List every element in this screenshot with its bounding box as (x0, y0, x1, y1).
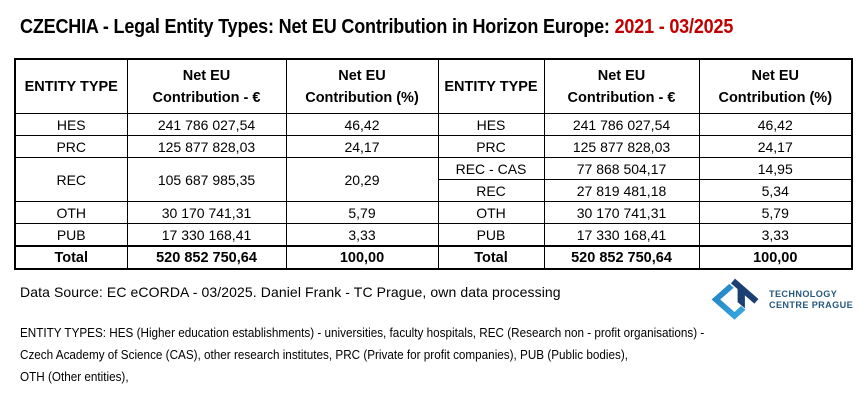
data-source-note: Data Source: EC eCORDA - 03/2025. Daniel… (20, 284, 561, 300)
cell-right-rec-cas-pct: 14,95 (698, 157, 853, 180)
cell-right-pub-eur: 17 330 168,41 (543, 223, 700, 247)
cell-right-total-pct: 100,00 (698, 245, 853, 270)
tc-prague-logo: TECHNOLOGY CENTRE PRAGUE (710, 277, 857, 323)
cell-right-rec-type: REC (437, 179, 545, 202)
cell-left-pub-type: PUB (14, 223, 128, 247)
logo-text-line1: TECHNOLOGY (769, 288, 838, 300)
header-eur-right: Net EU Contribution - € (543, 58, 700, 114)
cell-right-oth-pct: 5,79 (698, 201, 853, 224)
cell-right-prc-pct: 24,17 (698, 135, 853, 158)
cell-left-pub-eur: 17 330 168,41 (126, 223, 287, 247)
cell-right-hes-pct: 46,42 (698, 113, 853, 136)
table-row-oth: OTH 30 170 741,31 5,79 OTH 30 170 741,31… (14, 201, 853, 224)
header-eur-left-line1: Net EU (182, 67, 231, 84)
cell-right-oth-eur: 30 170 741,31 (543, 201, 700, 224)
cell-right-hes-type: HES (437, 113, 545, 136)
cell-left-oth-eur: 30 170 741,31 (126, 201, 287, 224)
header-eur-right-line1: Net EU (597, 67, 646, 84)
table-row-hes: HES 241 786 027,54 46,42 HES 241 786 027… (14, 113, 853, 136)
entity-types-note: ENTITY TYPES: HES (Higher education esta… (20, 322, 704, 388)
cell-right-total-label: Total (437, 245, 545, 270)
logo-text-line2: CENTRE PRAGUE (769, 300, 854, 311)
contribution-table: ENTITY TYPE Net EU Contribution - € Net … (14, 58, 853, 270)
cell-left-hes-pct: 46,42 (285, 113, 439, 136)
table-row-prc: PRC 125 877 828,03 24,17 PRC 125 877 828… (14, 135, 853, 158)
cell-left-total-label: Total (14, 245, 128, 270)
cell-right-rec-cas-eur: 77 868 504,17 (543, 157, 700, 180)
title-period: 2021 - 03/2025 (614, 16, 734, 38)
entity-types-line2: Czech Academy of Science (CAS), other re… (20, 347, 628, 362)
cell-right-prc-eur: 125 877 828,03 (543, 135, 700, 158)
cell-left-prc-type: PRC (14, 135, 128, 158)
page-title: CZECHIA - Legal Entity Types: Net EU Con… (20, 16, 733, 39)
entity-types-line3: OTH (Other entities), (20, 369, 129, 384)
cell-left-hes-eur: 241 786 027,54 (126, 113, 287, 136)
table-row-total: Total 520 852 750,64 100,00 Total 520 85… (14, 245, 853, 270)
cell-left-pub-pct: 3,33 (285, 223, 439, 247)
cell-right-pub-type: PUB (437, 223, 545, 247)
title-main: CZECHIA - Legal Entity Types: Net EU Con… (20, 16, 615, 38)
header-pct-left-line2: Contribution (%) (305, 89, 419, 106)
header-pct-right-line2: Contribution (%) (718, 89, 833, 106)
cell-right-total-eur: 520 852 750,64 (543, 245, 700, 270)
header-eur-left: Net EU Contribution - € (126, 58, 287, 114)
cell-left-oth-type: OTH (14, 201, 128, 224)
header-pct-right-line1: Net EU (751, 67, 800, 84)
cell-right-rec-pct: 5,34 (698, 179, 853, 202)
cell-right-rec-cas-type: REC - CAS (437, 157, 545, 180)
cell-right-hes-eur: 241 786 027,54 (543, 113, 700, 136)
cell-left-rec-pct: 20,29 (285, 157, 439, 202)
cell-left-total-eur: 520 852 750,64 (126, 245, 287, 270)
cell-left-rec-type: REC (14, 157, 128, 202)
tc-prague-logo-icon (711, 278, 759, 320)
header-pct-left: Net EU Contribution (%) (285, 58, 439, 114)
cell-left-total-pct: 100,00 (285, 245, 439, 270)
cell-left-hes-type: HES (14, 113, 128, 136)
cell-right-pub-pct: 3,33 (698, 223, 853, 247)
header-pct-left-line1: Net EU (338, 67, 386, 84)
header-pct-right: Net EU Contribution (%) (698, 58, 853, 114)
header-eur-right-line2: Contribution - € (567, 89, 676, 106)
table-header-row: ENTITY TYPE Net EU Contribution - € Net … (14, 58, 853, 114)
header-entity-type-right: ENTITY TYPE (437, 58, 545, 114)
cell-left-prc-pct: 24,17 (285, 135, 439, 158)
header-eur-left-line2: Contribution - € (152, 89, 261, 106)
entity-types-line1: ENTITY TYPES: HES (Higher education esta… (20, 325, 705, 340)
table-row-pub: PUB 17 330 168,41 3,33 PUB 17 330 168,41… (14, 223, 853, 247)
cell-left-oth-pct: 5,79 (285, 201, 439, 224)
table-row-rec-cas: REC 105 687 985,35 20,29 REC - CAS 77 86… (14, 157, 853, 202)
tc-prague-logo-text: TECHNOLOGY CENTRE PRAGUE (769, 289, 853, 312)
cell-left-rec-eur: 105 687 985,35 (126, 157, 287, 202)
cell-right-oth-type: OTH (437, 201, 545, 224)
cell-left-prc-eur: 125 877 828,03 (126, 135, 287, 158)
cell-right-prc-type: PRC (437, 135, 545, 158)
header-entity-type-left: ENTITY TYPE (14, 58, 128, 114)
cell-right-rec-eur: 27 819 481,18 (543, 179, 700, 202)
